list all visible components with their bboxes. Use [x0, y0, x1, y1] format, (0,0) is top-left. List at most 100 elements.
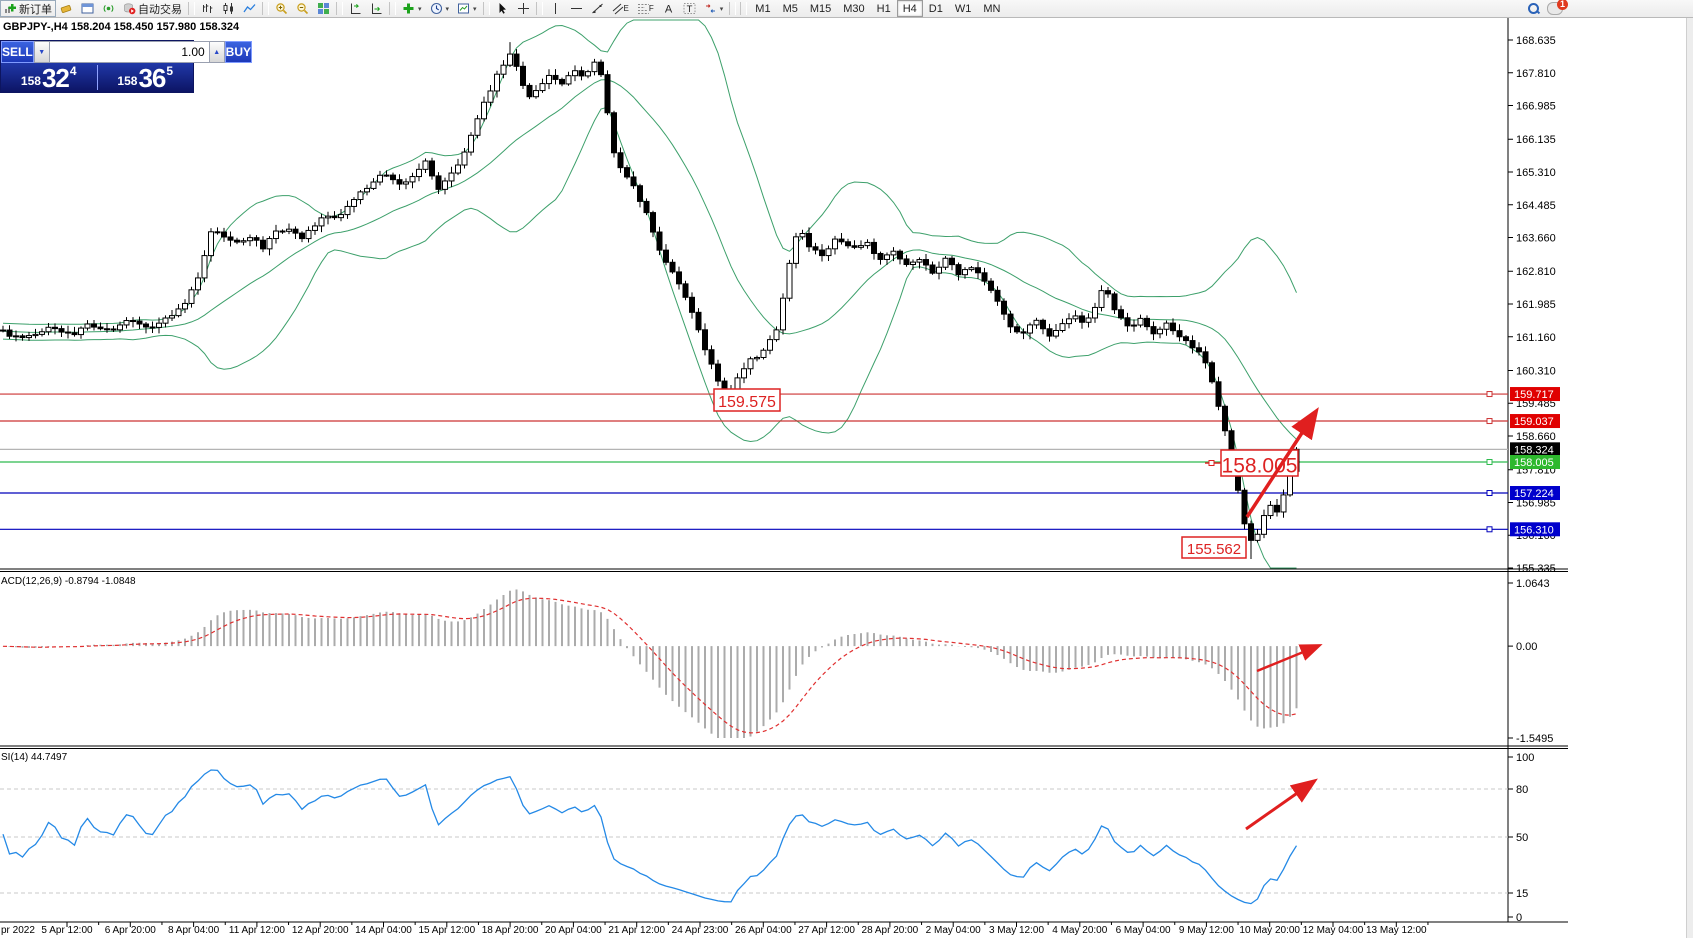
annotation-text[interactable]: 155.562 [1187, 541, 1241, 558]
fibonacci-icon[interactable]: F [633, 0, 658, 17]
label-icon[interactable] [679, 0, 700, 17]
trend-arrows[interactable] [1245, 407, 1323, 831]
svg-text:-1.5495: -1.5495 [1516, 733, 1553, 745]
chart-window-icon[interactable] [77, 0, 98, 17]
svg-text:24 Apr 23:00: 24 Apr 23:00 [672, 925, 729, 936]
svg-text:162.810: 162.810 [1516, 266, 1556, 278]
hline-handle[interactable] [1486, 459, 1493, 466]
svg-text:80: 80 [1516, 784, 1528, 796]
candlestick-chart-icon[interactable] [218, 0, 239, 17]
svg-text:161.985: 161.985 [1516, 299, 1556, 311]
signal-icon[interactable] [98, 0, 119, 17]
macd-indicator-label: ACD(12,26,9) -0.8794 -1.0848 [1, 576, 136, 587]
svg-text:26 Apr 04:00: 26 Apr 04:00 [735, 925, 792, 936]
timeframe-M15[interactable]: M15 [809, 2, 832, 15]
buy-price-point: 5 [166, 64, 174, 78]
svg-text:10 May 20:00: 10 May 20:00 [1239, 925, 1300, 936]
hline-handle[interactable] [1486, 418, 1493, 425]
svg-text:2 May 04:00: 2 May 04:00 [926, 925, 981, 936]
text-icon[interactable] [658, 0, 679, 17]
svg-text:12 May 04:00: 12 May 04:00 [1303, 925, 1364, 936]
sell-price[interactable]: 158 32 4 [1, 63, 97, 92]
auto-trading-button[interactable]: 自动交易 [119, 0, 186, 17]
horizontal-line-icon[interactable] [566, 0, 587, 17]
svg-text:9 May 12:00: 9 May 12:00 [1179, 925, 1234, 936]
svg-text:0.00: 0.00 [1516, 641, 1537, 653]
hline-handle[interactable] [1486, 490, 1493, 497]
volume-increase-button[interactable]: ▲ [208, 41, 225, 63]
svg-text:15: 15 [1516, 888, 1528, 900]
timeframe-D1[interactable]: D1 [928, 2, 943, 15]
toolbar-separator [535, 2, 543, 15]
svg-text:6 May 04:00: 6 May 04:00 [1116, 925, 1171, 936]
annotation-box[interactable] [1181, 536, 1247, 559]
svg-text:163.660: 163.660 [1516, 233, 1556, 245]
timeframe-M5[interactable]: M5 [782, 2, 798, 15]
macd-axis[interactable]: 1.0643 0.00 -1.5495 [1508, 578, 1553, 745]
line-chart-icon[interactable] [239, 0, 260, 17]
hline-handle[interactable] [1486, 391, 1493, 398]
add-indicator-icon[interactable]: ▾ [398, 0, 426, 17]
annotation-text[interactable]: 159.575 [718, 394, 776, 411]
svg-text:18 Apr 20:00: 18 Apr 20:00 [482, 925, 539, 936]
volume-input[interactable] [49, 41, 209, 63]
candles-layer [0, 42, 1300, 559]
period-menu-icon[interactable]: ▾ [426, 0, 454, 17]
svg-text:28 Apr 20:00: 28 Apr 20:00 [862, 925, 919, 936]
svg-text:12 Apr 20:00: 12 Apr 20:00 [292, 925, 349, 936]
search-icon[interactable] [1528, 3, 1539, 14]
zoom-in-icon[interactable] [271, 0, 292, 17]
timeframe-H1[interactable]: H1 [876, 2, 891, 15]
price-axis[interactable]: 168.635 167.810 166.985 166.135 165.310 164.4… [1508, 35, 1560, 575]
one-click-trading-panel: SELL ▼ ▲ BUY 158 32 4 158 36 5 [0, 40, 253, 93]
annotation-box[interactable] [1220, 449, 1299, 477]
svg-text:161.160: 161.160 [1516, 332, 1556, 344]
chart-shift-icon[interactable] [345, 0, 366, 17]
arrows-icon[interactable]: ▾ [700, 0, 728, 17]
svg-text:8 Apr 04:00: 8 Apr 04:00 [168, 925, 220, 936]
svg-text:21 Apr 12:00: 21 Apr 12:00 [608, 925, 665, 936]
toolbar-separator [740, 2, 748, 15]
crosshair-icon[interactable] [513, 0, 534, 17]
trend-arrow[interactable] [1245, 407, 1319, 518]
window-right-edge [1686, 17, 1693, 938]
bar-chart-icon[interactable] [197, 0, 218, 17]
bollinger-bands [2, 19, 1297, 569]
svg-text:158.324: 158.324 [1514, 444, 1554, 456]
volume-decrease-button[interactable]: ▼ [33, 41, 50, 63]
notifications-icon[interactable]: 1 [1547, 0, 1568, 15]
timeframe-M30[interactable]: M30 [843, 2, 865, 15]
trend-arrow[interactable] [1245, 778, 1318, 831]
timeframe-MN[interactable]: MN [983, 2, 1001, 15]
timeframe-M1[interactable]: M1 [755, 2, 771, 15]
equidistant-channel-icon[interactable]: E [608, 0, 633, 17]
buy-price[interactable]: 158 36 5 [98, 63, 194, 92]
timeframe-W1[interactable]: W1 [954, 2, 972, 15]
cursor-icon[interactable] [492, 0, 513, 17]
zoom-out-icon[interactable] [292, 0, 313, 17]
buy-button[interactable]: BUY [224, 41, 253, 63]
auto-scroll-icon[interactable] [366, 0, 387, 17]
template-menu-icon[interactable]: ▾ [453, 0, 481, 17]
svg-text:166.135: 166.135 [1516, 134, 1556, 146]
eraser-icon[interactable] [56, 0, 77, 17]
svg-text:156.985: 156.985 [1516, 497, 1556, 509]
new-order-button[interactable]: 新订单 [0, 0, 56, 17]
date-axis[interactable]: pr 2022 5 Apr 12:00 6 Apr 20:00 8 Apr 04:00… [1, 922, 1429, 936]
tile-windows-icon[interactable] [313, 0, 334, 17]
macd-pane [2, 589, 1298, 738]
trendline-icon[interactable] [587, 0, 608, 17]
svg-text:5 Apr 12:00: 5 Apr 12:00 [41, 925, 93, 936]
svg-text:100: 100 [1516, 752, 1534, 764]
timeframe-H4[interactable]: H4 [896, 0, 923, 17]
sell-button[interactable]: SELL [1, 41, 34, 63]
trend-arrow[interactable] [1256, 644, 1323, 673]
svg-text:50: 50 [1516, 832, 1528, 844]
rsi-axis[interactable]: 100 80 50 15 0 [1508, 752, 1534, 924]
svg-text:168.635: 168.635 [1516, 35, 1556, 47]
annotation-box[interactable] [713, 388, 781, 412]
vertical-line-icon[interactable] [545, 0, 566, 17]
hline-handle[interactable] [1486, 526, 1493, 533]
